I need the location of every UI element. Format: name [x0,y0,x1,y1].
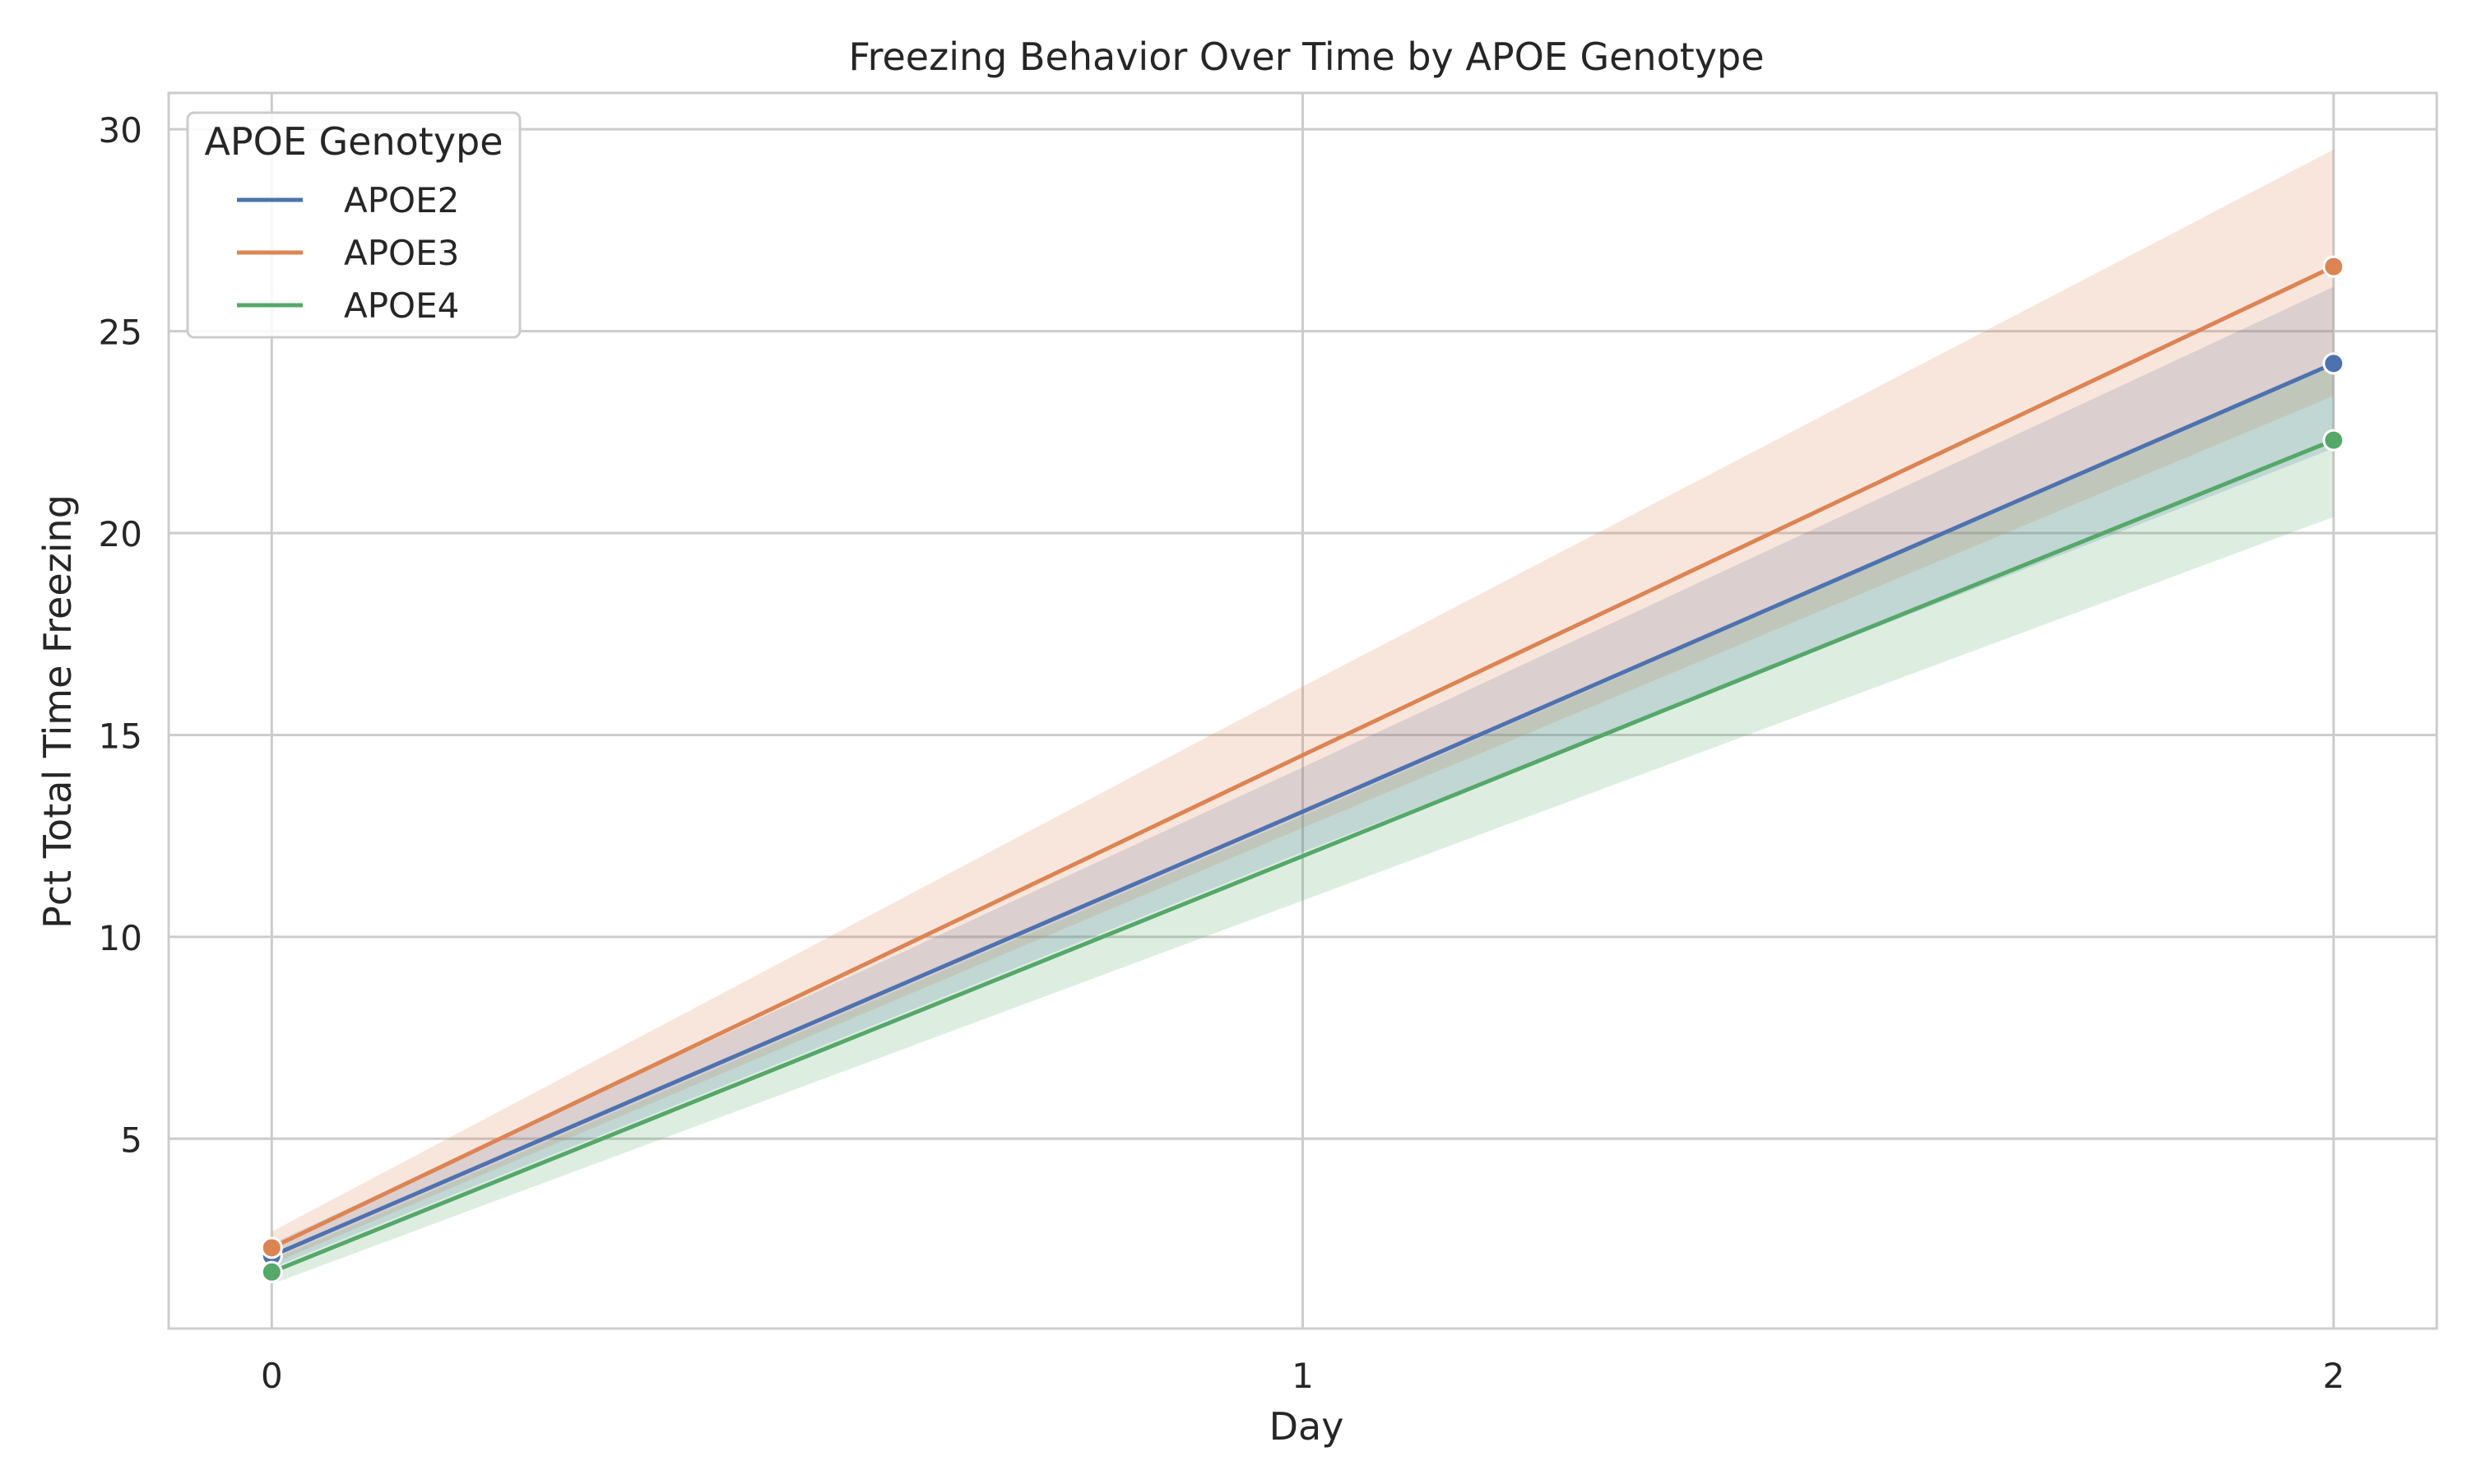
y-tick-label: 20 [99,514,142,554]
apoe4-point [2322,429,2345,452]
y-tick-label: 15 [99,716,142,756]
apoe3-legend-label: APOE3 [344,233,459,273]
y-tick-labels: 5 10 15 20 25 30 [99,110,142,1160]
apoe3-confidence-band [271,149,2334,1264]
y-tick-label: 30 [99,110,142,151]
apoe3-point [2322,255,2345,278]
y-tick-label: 5 [120,1120,142,1160]
series-lines [271,264,2335,1274]
legend: APOE Genotype APOE2 APOE3 APOE4 [186,111,522,339]
y-axis-label: Pct Total Time Freezing [35,494,80,929]
plot-frame [167,91,2438,1330]
apoe4-point [260,1260,283,1283]
apoe2-confidence-band [271,286,2334,1268]
x-tick-label: 2 [2322,1356,2345,1396]
apoe2-legend-label: APOE2 [344,180,459,220]
x-axis-label: Day [1269,1404,1344,1449]
apoe2-point [2322,352,2345,375]
apoe3-point [260,1236,283,1259]
legend-title: APOE Genotype [204,119,503,164]
y-tick-label: 25 [99,313,142,353]
apoe4-legend-label: APOE4 [344,285,459,326]
apoe3-line [271,264,2335,1250]
x-tick-label: 1 [1292,1356,1314,1396]
legend-box [186,111,522,339]
confidence-bands [271,149,2334,1285]
series-markers [260,255,2345,1283]
apoe4-line [271,438,2335,1274]
y-tick-label: 10 [99,918,142,958]
apoe4-confidence-band [271,363,2334,1285]
apoe2-line [271,361,2335,1258]
x-tick-labels: 0 1 2 [261,1356,2345,1396]
legend-entries: APOE2 APOE3 APOE4 [237,180,459,326]
chart-title: Freezing Behavior Over Time by APOE Geno… [848,35,1764,79]
x-tick-label: 0 [261,1356,283,1396]
